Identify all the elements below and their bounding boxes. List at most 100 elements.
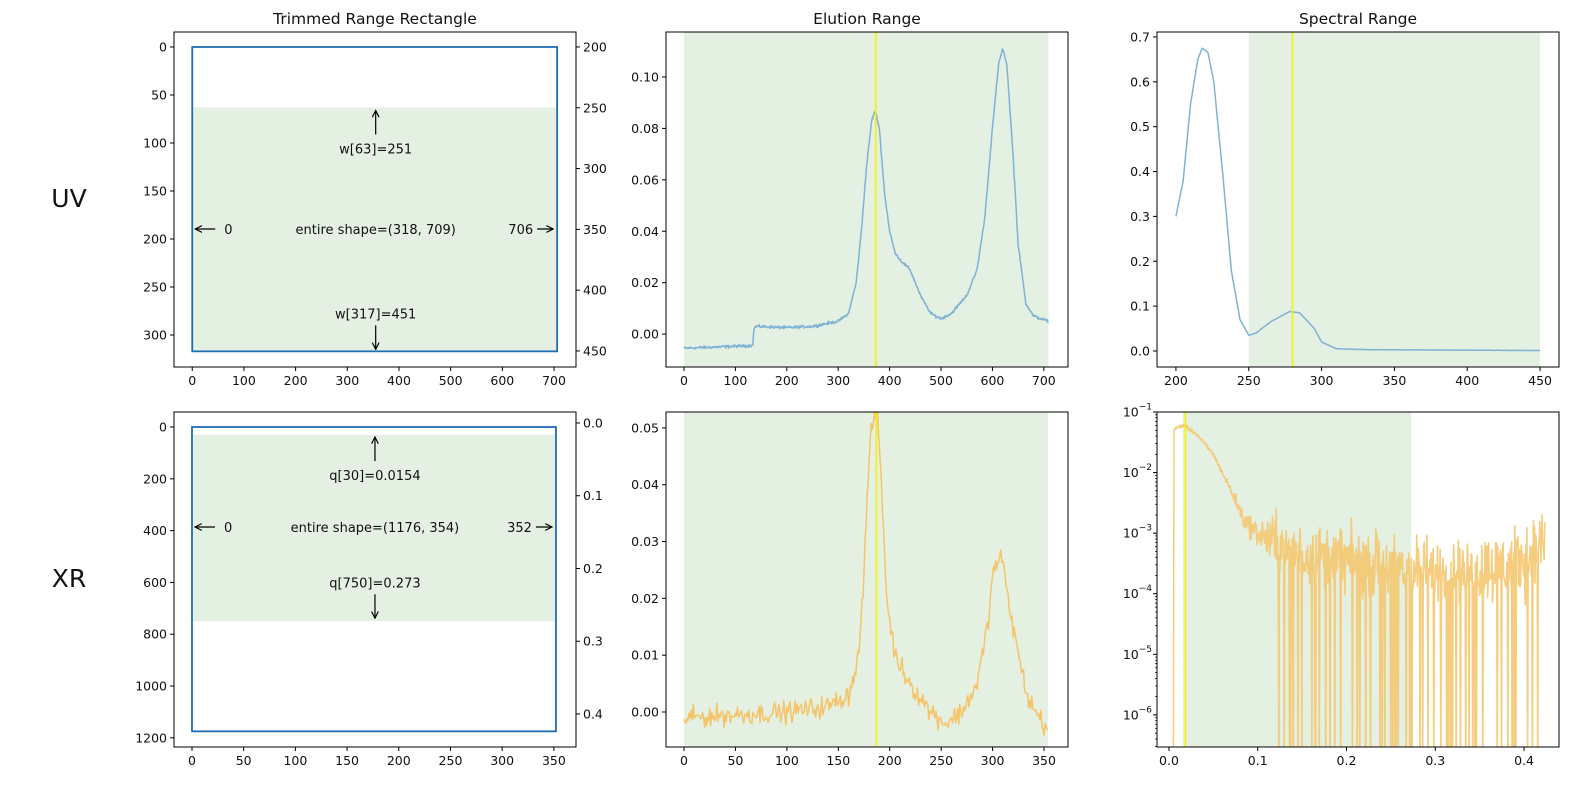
y-tick-label: 0.6 bbox=[1130, 74, 1150, 89]
x-tick-label: 200 bbox=[387, 753, 411, 768]
trimmed-range-span bbox=[192, 107, 558, 352]
x-tick-label: 350 bbox=[542, 753, 566, 768]
series-line-xr-elution bbox=[683, 412, 1048, 737]
y-tick-label: 10−1 bbox=[1123, 403, 1152, 420]
x-tick-label: 0 bbox=[188, 753, 196, 768]
x-tick-label: 0.1 bbox=[1248, 753, 1268, 768]
x-tick-label: 350 bbox=[1382, 373, 1406, 388]
axes-frame bbox=[1156, 411, 1560, 748]
y-tick-label: 10−4 bbox=[1123, 584, 1152, 601]
x-tick-label: 50 bbox=[727, 753, 743, 768]
y-tick-label: 0.2 bbox=[1130, 254, 1150, 269]
tick-base: 10 bbox=[1123, 526, 1139, 541]
x-tick-label: 100 bbox=[232, 373, 256, 388]
plot-area bbox=[191, 46, 559, 353]
row-label-xr: XR bbox=[52, 564, 87, 593]
x-tick-label: 0.2 bbox=[1337, 753, 1357, 768]
y-tick-label: 0.06 bbox=[631, 172, 659, 187]
panel-uv-elution-range: 0 100 200 300 400 500 600 700 0.00 0.02 0.04 0.06 0.… bbox=[631, 31, 1069, 388]
plot-area bbox=[1175, 32, 1541, 367]
tick-base: 10 bbox=[1123, 707, 1139, 722]
y-tick-label: 10−6 bbox=[1123, 705, 1152, 722]
series-line-uv-elution bbox=[683, 48, 1049, 350]
column-title-trimmed-range: Trimmed Range Rectangle bbox=[272, 10, 477, 28]
axes-frame bbox=[665, 31, 1069, 368]
series-line-xr-scattering-curve bbox=[1172, 424, 1546, 747]
y-tick-label: 0.1 bbox=[1130, 299, 1150, 314]
y-tick-label: 0 bbox=[159, 39, 167, 54]
y-tick-label: 10−2 bbox=[1123, 463, 1152, 480]
axes-frame bbox=[1156, 31, 1560, 368]
right-y-tick-label: 0.1 bbox=[583, 488, 603, 503]
x-tick-label: 300 bbox=[335, 373, 359, 388]
tick-exponent: −6 bbox=[1139, 705, 1153, 715]
tick-exponent: −4 bbox=[1139, 584, 1153, 594]
x-tick-label: 500 bbox=[929, 373, 953, 388]
trimmed-range-span bbox=[191, 434, 556, 622]
entire-shape-rectangle bbox=[191, 46, 559, 353]
right-y-tick-label: 0.4 bbox=[583, 706, 603, 721]
panel-xr-spectral-range: 0.0 0.1 0.2 0.3 0.410−110−210−310−410−510−6 bbox=[1123, 403, 1560, 768]
y-tick-label: 0.00 bbox=[631, 705, 659, 720]
y-tick-label: 10−3 bbox=[1123, 524, 1152, 541]
plot-area bbox=[1172, 412, 1546, 747]
tick-base: 10 bbox=[1123, 405, 1139, 420]
y-tick-label: 0.0 bbox=[1130, 343, 1150, 358]
x-tick-label: 250 bbox=[1237, 373, 1261, 388]
x-tick-label: 400 bbox=[878, 373, 902, 388]
y-tick-label: 200 bbox=[143, 232, 167, 247]
column-title-elution-range: Elution Range bbox=[813, 10, 921, 28]
right-y-tick-label: 350 bbox=[583, 222, 607, 237]
panel-uv-spectral-range: 200 250 300 350 400 450 0.0 0.1 0.2 0.3 0.4 0.5 0.6 0… bbox=[1130, 29, 1560, 388]
right-y-tick-label: 300 bbox=[583, 161, 607, 176]
tick-exponent: −1 bbox=[1139, 403, 1152, 413]
x-tick-label: 350 bbox=[1032, 753, 1056, 768]
plot-area bbox=[683, 32, 1049, 367]
panel-xr-trimmed-range: q[30]=0.0154 q[750]=0.273 0 352 entire shape… bbox=[135, 411, 603, 768]
tick-base: 10 bbox=[1123, 647, 1139, 662]
plot-area bbox=[683, 412, 1049, 747]
top-annotation-label: w[63]=251 bbox=[339, 142, 412, 157]
x-tick-label: 400 bbox=[1455, 373, 1479, 388]
bottom-annotation-label: w[317]=451 bbox=[335, 307, 416, 322]
y-tick-label: 100 bbox=[143, 135, 167, 150]
y-tick-label: 250 bbox=[143, 280, 167, 295]
right-y-tick-label: 200 bbox=[583, 39, 607, 54]
x-tick-label: 0.4 bbox=[1514, 753, 1534, 768]
series-line-uv-spectrum bbox=[1175, 47, 1541, 352]
y-tick-label: 0.5 bbox=[1130, 119, 1150, 134]
x-tick-label: 500 bbox=[439, 373, 463, 388]
selected-range-span bbox=[683, 32, 1049, 367]
selected-range-span bbox=[1248, 32, 1541, 367]
y-tick-label: 0.4 bbox=[1130, 164, 1150, 179]
y-tick-label: 300 bbox=[143, 328, 167, 343]
y-tick-label: 0.04 bbox=[631, 477, 659, 492]
tick-base: 10 bbox=[1123, 586, 1139, 601]
y-tick-label: 800 bbox=[143, 627, 167, 642]
right-y-tick-label: 0.3 bbox=[583, 634, 603, 649]
x-tick-label: 600 bbox=[981, 373, 1005, 388]
x-tick-label: 600 bbox=[490, 373, 514, 388]
right-annotation-label: 352 bbox=[507, 521, 532, 536]
x-tick-label: 450 bbox=[1528, 373, 1552, 388]
bottom-annotation-label: q[750]=0.273 bbox=[329, 576, 420, 591]
left-annotation-label: 0 bbox=[224, 521, 232, 536]
y-tick-label: 200 bbox=[143, 471, 167, 486]
y-tick-label: 10−5 bbox=[1123, 645, 1152, 662]
y-tick-label: 1200 bbox=[135, 730, 167, 745]
x-tick-label: 200 bbox=[878, 753, 902, 768]
y-tick-label: 1000 bbox=[135, 679, 167, 694]
x-tick-label: 300 bbox=[981, 753, 1005, 768]
y-tick-label: 0.03 bbox=[631, 534, 659, 549]
top-annotation-label: q[30]=0.0154 bbox=[329, 469, 420, 484]
x-tick-label: 100 bbox=[775, 753, 799, 768]
x-tick-label: 150 bbox=[826, 753, 850, 768]
right-annotation-label: 706 bbox=[508, 223, 533, 238]
y-tick-label: 0.00 bbox=[631, 327, 659, 342]
selected-range-span bbox=[684, 412, 1049, 747]
right-y-tick-label: 250 bbox=[583, 100, 607, 115]
x-tick-label: 0 bbox=[680, 753, 688, 768]
center-annotation-label: entire shape=(318, 709) bbox=[296, 223, 456, 238]
y-tick-label: 0.08 bbox=[631, 121, 659, 136]
entire-shape-rectangle bbox=[191, 426, 557, 733]
